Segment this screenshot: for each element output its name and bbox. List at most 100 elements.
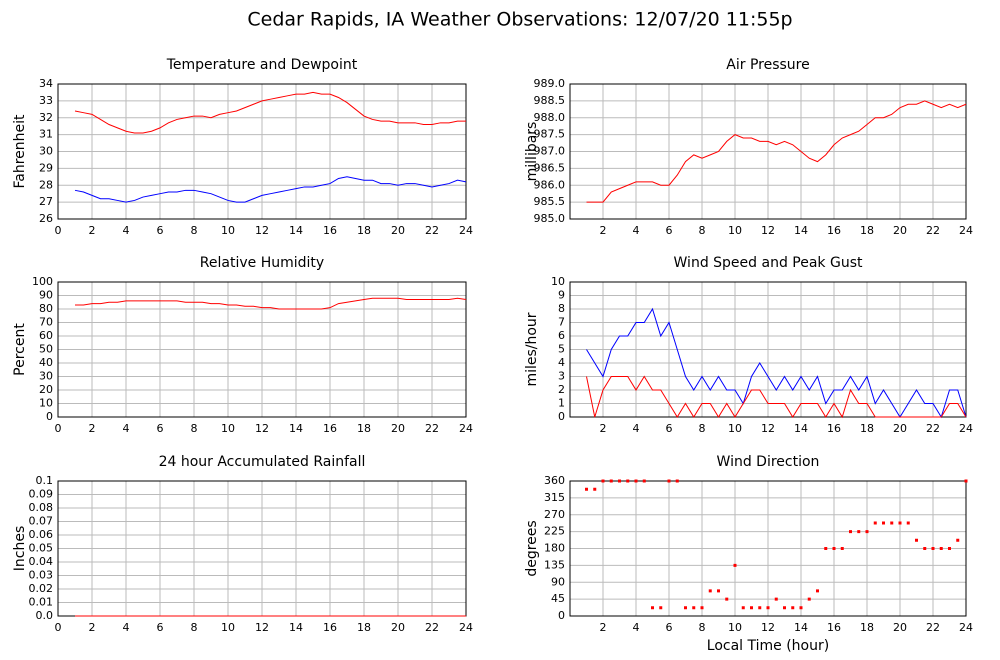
x-tick-label: 8 xyxy=(191,422,198,435)
x-tick-label: 14 xyxy=(794,621,808,634)
x-tick-label: 4 xyxy=(123,621,130,634)
x-tick-label: 20 xyxy=(391,621,405,634)
data-point xyxy=(890,521,894,525)
data-point xyxy=(931,547,935,550)
data-point xyxy=(939,547,943,550)
data-point xyxy=(840,547,844,550)
y-tick-label: 180 xyxy=(544,542,565,555)
y-tick-label: 989.0 xyxy=(534,77,566,90)
data-point xyxy=(717,589,720,593)
data-point xyxy=(832,547,836,550)
data-point xyxy=(626,479,630,483)
y-axis-label: degrees xyxy=(524,520,540,576)
data-point xyxy=(708,589,712,593)
data-point xyxy=(948,547,951,550)
y-tick-label: 32 xyxy=(39,111,53,124)
x-tick-label: 12 xyxy=(761,224,775,237)
data-point xyxy=(898,521,902,525)
y-tick-label: 0.1 xyxy=(36,474,54,487)
y-tick-label: 6 xyxy=(558,329,565,342)
x-tick-label: 12 xyxy=(761,621,775,634)
plot-frame xyxy=(57,281,467,418)
y-tick-label: 0 xyxy=(558,609,565,622)
y-axis-label: Percent xyxy=(12,323,28,376)
x-tick-label: 4 xyxy=(123,224,130,237)
x-tick-label: 18 xyxy=(860,224,874,237)
y-tick-label: 70 xyxy=(39,316,53,329)
x-tick-label: 20 xyxy=(893,422,907,435)
x-tick-label: 4 xyxy=(633,621,640,634)
x-tick-label: 24 xyxy=(459,621,473,634)
y-tick-label: 2 xyxy=(558,383,565,396)
y-tick-label: 0.05 xyxy=(29,542,54,555)
x-tick-label: 20 xyxy=(391,224,405,237)
y-tick-label: 30 xyxy=(39,370,53,383)
y-tick-label: 50 xyxy=(39,343,53,356)
y-tick-label: 0.01 xyxy=(29,596,54,609)
x-tick-label: 10 xyxy=(728,422,742,435)
x-tick-label: 2 xyxy=(600,224,607,237)
y-tick-label: 29 xyxy=(39,161,53,174)
x-tick-label: 22 xyxy=(425,224,439,237)
chart-title: Wind Speed and Peak Gust xyxy=(674,255,863,271)
y-tick-label: 988.0 xyxy=(534,111,566,124)
data-point xyxy=(593,487,597,491)
y-axis-label: Inches xyxy=(12,526,28,571)
y-tick-label: 987.0 xyxy=(534,145,566,158)
data-point xyxy=(956,538,960,542)
data-point xyxy=(774,597,778,601)
x-tick-label: 2 xyxy=(600,621,607,634)
x-tick-label: 12 xyxy=(255,422,269,435)
x-tick-label: 4 xyxy=(123,422,130,435)
x-tick-label: 16 xyxy=(827,422,841,435)
y-tick-label: 26 xyxy=(39,212,53,225)
chart-title: Air Pressure xyxy=(726,57,809,73)
data-point xyxy=(684,606,687,610)
x-tick-label: 10 xyxy=(221,621,235,634)
x-tick-label: 12 xyxy=(255,224,269,237)
data-point xyxy=(816,589,819,593)
y-tick-label: 90 xyxy=(39,289,53,302)
x-tick-label: 18 xyxy=(357,621,371,634)
data-line xyxy=(586,375,967,419)
y-tick-label: 45 xyxy=(551,592,565,605)
plot-frame xyxy=(569,480,967,617)
x-tick-label: 6 xyxy=(157,224,164,237)
x-tick-label: 8 xyxy=(191,621,198,634)
plot-frame xyxy=(569,281,967,418)
x-tick-label: 16 xyxy=(323,422,337,435)
y-tick-label: 0.02 xyxy=(29,582,54,595)
y-tick-label: 33 xyxy=(39,94,53,107)
y-tick-label: 10 xyxy=(39,397,53,410)
chart-title: Relative Humidity xyxy=(200,255,324,271)
data-point xyxy=(634,479,638,483)
x-tick-label: 14 xyxy=(794,422,808,435)
x-tick-label: 0 xyxy=(55,224,62,237)
data-point xyxy=(849,530,852,534)
y-tick-label: 985.5 xyxy=(534,195,566,208)
data-point xyxy=(758,606,762,610)
x-tick-label: 22 xyxy=(926,422,940,435)
y-axis-label: millibars xyxy=(524,122,540,182)
y-tick-label: 8 xyxy=(558,302,565,315)
x-tick-label: 6 xyxy=(666,422,673,435)
x-tick-label: 16 xyxy=(827,224,841,237)
y-tick-label: 0.06 xyxy=(29,528,54,541)
x-tick-label: 10 xyxy=(728,621,742,634)
data-point xyxy=(865,530,869,534)
y-tick-label: 315 xyxy=(544,491,565,504)
x-tick-label: 24 xyxy=(959,621,973,634)
y-tick-label: 988.5 xyxy=(534,94,566,107)
y-tick-label: 90 xyxy=(551,575,565,588)
y-tick-label: 100 xyxy=(32,275,53,288)
y-tick-label: 985.0 xyxy=(534,212,566,225)
y-tick-label: 0.0 xyxy=(36,609,54,622)
x-tick-label: 24 xyxy=(959,422,973,435)
y-tick-label: 28 xyxy=(39,178,53,191)
y-tick-label: 80 xyxy=(39,302,53,315)
x-tick-label: 8 xyxy=(699,422,706,435)
x-tick-label: 18 xyxy=(357,422,371,435)
x-tick-label: 0 xyxy=(55,621,62,634)
x-tick-label: 10 xyxy=(221,422,235,435)
